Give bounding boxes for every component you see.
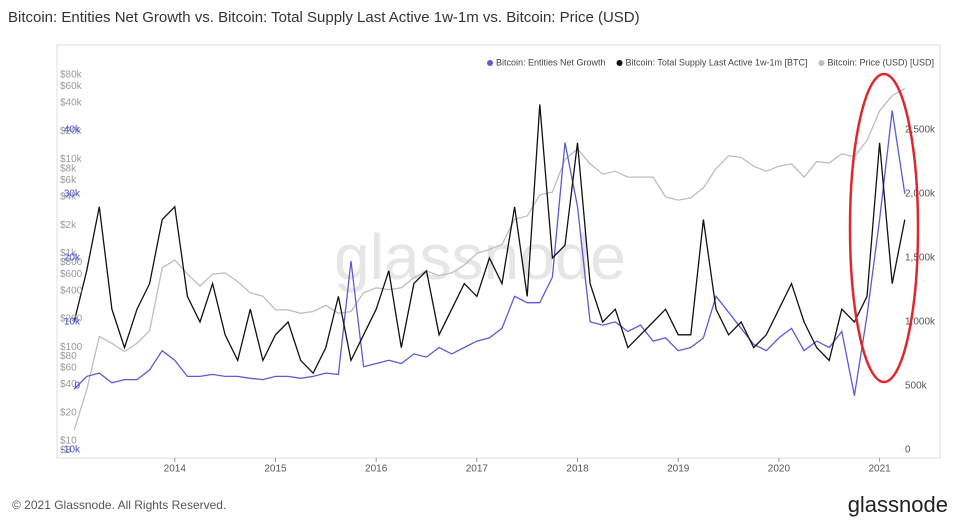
chart-title: Bitcoin: Entities Net Growth vs. Bitcoin…: [8, 9, 640, 26]
y-tick-label: $200: [60, 314, 83, 325]
y-tick-label: $6k: [60, 175, 77, 186]
y-tick-label: $600: [60, 269, 83, 280]
legend-swatch: [487, 60, 493, 66]
y-tick-label: $60: [60, 363, 77, 374]
y-tick-label: $10: [60, 436, 77, 447]
footer: © 2021 Glassnode. All Rights Reserved.: [12, 498, 226, 512]
y-tick-label: -10k: [61, 445, 81, 456]
x-tick-label: 2014: [164, 464, 187, 475]
x-tick-label: 2017: [466, 464, 489, 475]
y-tick-label: $2k: [60, 220, 77, 231]
x-tick-label: 2020: [768, 464, 791, 475]
y-tick-label: $8: [60, 445, 72, 456]
logo: glassnode: [848, 492, 948, 517]
y-tick-label: $80k: [60, 69, 83, 80]
y-tick-label: 1,500k: [905, 253, 936, 264]
x-tick-label: 2016: [365, 464, 388, 475]
legend-label: Bitcoin: Price (USD) [USD]: [827, 57, 934, 67]
y-tick-label: $40k: [60, 98, 83, 109]
x-tick-label: 2015: [264, 464, 287, 475]
series-line: [73, 110, 906, 396]
y-tick-label: 40k: [64, 124, 81, 135]
x-tick-label: 2018: [566, 464, 589, 475]
y-tick-label: $4k: [60, 192, 77, 203]
y-tick-label: 500k: [905, 381, 928, 392]
y-tick-label: $20: [60, 407, 77, 418]
series-line: [73, 88, 906, 431]
y-tick-label: 2,000k: [905, 189, 936, 200]
x-tick-label: 2021: [868, 464, 891, 475]
y-tick-label: 2,500k: [905, 125, 936, 136]
series-line: [73, 104, 906, 375]
y-tick-label: 20k: [64, 253, 81, 264]
y-tick-label: 0: [74, 381, 80, 392]
legend-swatch: [616, 60, 623, 66]
y-tick-label: $20k: [60, 126, 83, 137]
y-tick-label: $80: [60, 351, 77, 362]
y-tick-label: $60k: [60, 81, 83, 92]
legend-label: Bitcoin: Total Supply Last Active 1w-1m …: [626, 57, 808, 67]
y-tick-label: $100: [60, 342, 83, 353]
y-tick-label: $10k: [60, 154, 83, 165]
watermark: glassnode: [334, 221, 626, 293]
y-tick-label: 10k: [64, 317, 81, 328]
y-tick-label: 1,000k: [905, 317, 936, 328]
y-tick-label: 30k: [64, 188, 81, 199]
legend-label: Bitcoin: Entities Net Growth: [496, 57, 606, 67]
y-tick-label: $40: [60, 379, 77, 390]
y-tick-label: $8k: [60, 163, 77, 174]
y-tick-label: $800: [60, 257, 83, 268]
legend-swatch: [818, 60, 825, 66]
y-tick-label: $400: [60, 285, 83, 296]
x-tick-label: 2019: [667, 464, 690, 475]
y-tick-label: 0: [905, 445, 911, 456]
y-tick-label: $1k: [60, 248, 77, 259]
plot-frame: [56, 44, 941, 459]
highlight-ellipse: [848, 72, 920, 384]
